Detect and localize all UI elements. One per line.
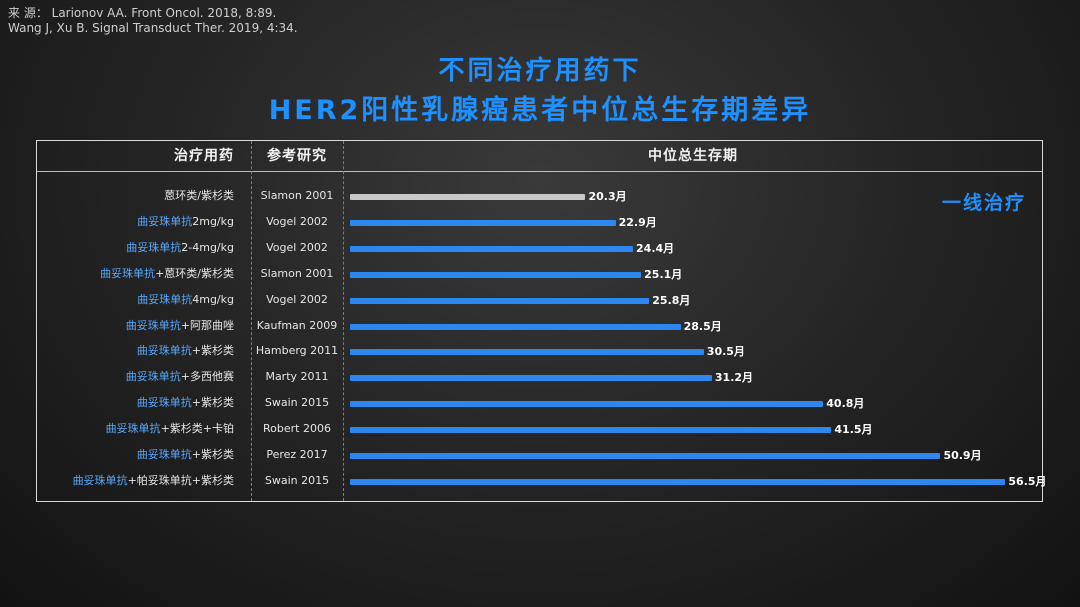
drug-highlight: 曲妥珠单抗 xyxy=(136,448,192,461)
table-row: 曲妥珠单抗2-4mg/kg Vogel 2002 24.4月 xyxy=(37,235,1042,261)
table-row: 曲妥珠单抗+帕妥珠单抗+紫杉类 Swain 2015 56.5月 xyxy=(37,468,1047,494)
study-label: Slamon 2001 xyxy=(260,189,334,202)
drug-label: 曲妥珠单抗+多西他赛 xyxy=(125,370,234,384)
os-value-label: 24.4月 xyxy=(636,241,675,255)
drug-highlight: 曲妥珠单抗 xyxy=(136,344,192,358)
header-divider xyxy=(37,171,1042,172)
drug-label: 曲妥珠单抗+紫杉类 xyxy=(136,448,234,461)
drug-label: 曲妥珠单抗+蒽环类/紫杉类 xyxy=(100,266,234,280)
table-row: 曲妥珠单抗4mg/kg Vogel 2002 25.8月 xyxy=(37,287,1042,313)
study-label: Marty 2011 xyxy=(265,370,329,384)
drug-label: 蒽环类/紫杉类 xyxy=(164,189,234,202)
os-value-label: 28.5月 xyxy=(683,319,722,333)
drug-label: 曲妥珠单抗+帕妥珠单抗+紫杉类 xyxy=(72,473,234,487)
os-value-label: 31.2月 xyxy=(714,371,754,385)
table-row: 曲妥珠单抗+紫杉类 Swain 2015 40.8月 xyxy=(37,390,1042,416)
os-bar xyxy=(350,401,824,408)
drug-label: 曲妥珠单抗+紫杉类 xyxy=(136,396,234,410)
os-bar xyxy=(350,194,586,200)
drug-highlight: 曲妥珠单抗 xyxy=(136,396,192,410)
drug-label: 曲妥珠单抗+阿那曲唑 xyxy=(125,318,234,332)
drug-label: 曲妥珠单抗2mg/kg xyxy=(137,214,234,228)
drug-highlight: 曲妥珠单抗 xyxy=(105,422,161,436)
os-value-label: 22.9月 xyxy=(618,215,657,229)
study-label: Perez 2017 xyxy=(266,448,328,461)
os-bar xyxy=(350,427,832,434)
drug-label: 曲妥珠单抗+紫杉类+卡铂 xyxy=(105,422,234,436)
drug-label: 曲妥珠单抗+紫杉类 xyxy=(136,344,234,358)
os-bar xyxy=(350,219,616,226)
os-bar xyxy=(350,245,634,252)
drug-highlight: 曲妥珠单抗 xyxy=(125,370,181,384)
study-label: Vogel 2002 xyxy=(266,214,328,228)
os-table: 治疗用药 参考研究 中位总生存期 一线治疗 蒽环类/紫杉类 Slamon 2001… xyxy=(36,140,1047,502)
study-label: Swain 2015 xyxy=(264,473,330,487)
drug-highlight: 曲妥珠单抗 xyxy=(126,240,182,254)
table-row: 曲妥珠单抗+多西他赛 Marty 2011 31.2月 xyxy=(37,364,1042,390)
first-line-treatment-label: 一线治疗 xyxy=(942,192,1027,214)
study-label: Swain 2015 xyxy=(264,396,330,410)
header-study: 参考研究 xyxy=(267,148,327,164)
os-value-label: 41.5月 xyxy=(834,423,873,437)
os-bar xyxy=(350,297,650,304)
study-label: Vogel 2002 xyxy=(266,240,328,254)
os-value-label: 50.9月 xyxy=(943,449,982,462)
source-citation: 来 源： Larionov AA. Front Oncol. 2018, 8:8… xyxy=(8,6,298,36)
os-bar xyxy=(350,271,642,278)
table-row: 蒽环类/紫杉类 Slamon 2001 20.3月 xyxy=(37,183,1042,209)
study-label: Hamberg 2011 xyxy=(255,344,339,358)
os-value-label: 40.8月 xyxy=(826,397,865,411)
os-value-label: 20.3月 xyxy=(588,190,627,203)
table-row: 曲妥珠单抗+紫杉类 Hamberg 2011 30.5月 xyxy=(37,338,1042,364)
os-value-label: 56.5月 xyxy=(1008,474,1047,488)
study-label: Vogel 2002 xyxy=(266,292,328,306)
drug-highlight: 曲妥珠单抗 xyxy=(137,292,193,306)
os-bar xyxy=(350,323,681,330)
table-row: 曲妥珠单抗+紫杉类 Perez 2017 50.9月 xyxy=(37,442,1042,468)
study-label: Slamon 2001 xyxy=(260,266,334,280)
source-line-2: Wang J, Xu B. Signal Transduct Ther. 201… xyxy=(8,21,298,35)
drug-highlight: 曲妥珠单抗 xyxy=(125,318,181,332)
drug-highlight: 曲妥珠单抗 xyxy=(72,473,128,487)
os-bar xyxy=(350,375,712,382)
chart-title-line-2: HER2阳性乳腺癌患者中位总生存期差异 xyxy=(268,95,812,126)
chart-title-line-1: 不同治疗用药下 xyxy=(438,56,642,86)
table-row: 曲妥珠单抗+紫杉类+卡铂 Robert 2006 41.5月 xyxy=(37,416,1042,442)
drug-highlight: 曲妥珠单抗 xyxy=(100,266,156,280)
study-label: Robert 2006 xyxy=(263,422,331,436)
os-bar xyxy=(350,453,941,459)
column-divider-2 xyxy=(343,141,344,501)
table-row: 曲妥珠单抗+阿那曲唑 Kaufman 2009 28.5月 xyxy=(37,313,1042,339)
header-drug: 治疗用药 xyxy=(174,148,234,164)
os-bar xyxy=(350,349,704,356)
os-bar xyxy=(350,478,1006,485)
drug-highlight: 曲妥珠单抗 xyxy=(137,214,193,228)
os-value-label: 25.1月 xyxy=(644,267,683,281)
header-median-os: 中位总生存期 xyxy=(648,148,738,164)
os-value-label: 25.8月 xyxy=(652,293,691,307)
table-row: 曲妥珠单抗2mg/kg Vogel 2002 22.9月 xyxy=(37,209,1042,235)
column-divider-1 xyxy=(251,141,252,501)
drug-label: 曲妥珠单抗2-4mg/kg xyxy=(126,240,234,254)
drug-label: 曲妥珠单抗4mg/kg xyxy=(137,292,234,306)
table-row: 曲妥珠单抗+蒽环类/紫杉类 Slamon 2001 25.1月 xyxy=(37,261,1042,287)
source-line-1: 来 源： Larionov AA. Front Oncol. 2018, 8:8… xyxy=(8,6,277,20)
study-label: Kaufman 2009 xyxy=(256,318,338,332)
os-value-label: 30.5月 xyxy=(706,345,745,359)
